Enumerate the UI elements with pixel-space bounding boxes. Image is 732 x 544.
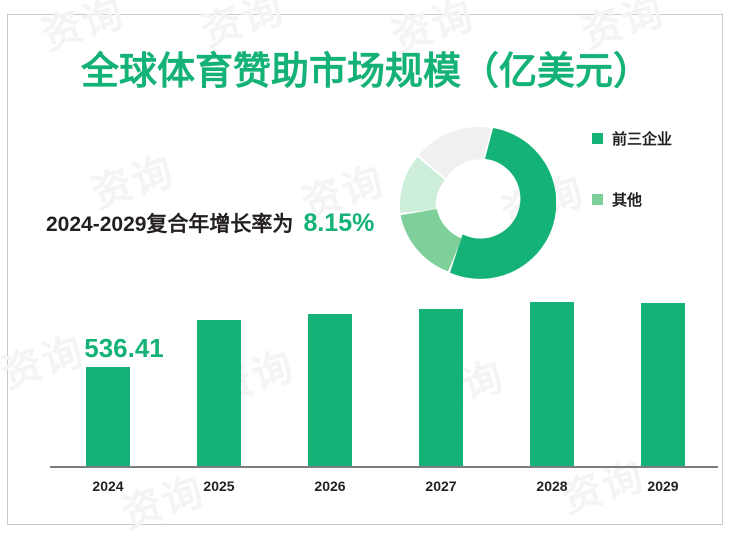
bar-2028[interactable] xyxy=(530,302,574,466)
cagr-label: 2024-2029复合年增长率为 xyxy=(46,213,294,236)
x-tick-label-2027: 2027 xyxy=(425,478,457,494)
donut-slice-other-1[interactable] xyxy=(400,208,462,272)
bar-2025[interactable] xyxy=(197,320,241,466)
donut-slice-other-2[interactable] xyxy=(399,157,445,213)
chart-legend: 前三企业 其他 xyxy=(592,128,722,250)
legend-swatch-icon xyxy=(592,133,603,144)
bar-2027[interactable] xyxy=(419,309,463,466)
bar-2026[interactable] xyxy=(308,314,352,466)
x-tick-label-2028: 2028 xyxy=(536,478,568,494)
x-tick-label-2026: 2026 xyxy=(314,478,346,494)
bar-2029[interactable] xyxy=(641,303,685,466)
legend-item-label: 其他 xyxy=(612,192,643,209)
donut-slice-other-3[interactable] xyxy=(418,127,492,179)
donut-chart xyxy=(396,122,557,282)
x-tick-label-2024: 2024 xyxy=(92,478,124,494)
x-axis-line xyxy=(50,466,718,468)
bar-value-label: 536.41 xyxy=(84,333,164,363)
bar-2024[interactable] xyxy=(86,367,130,466)
donut-slice-top-three[interactable] xyxy=(449,127,557,279)
legend-item-label: 前三企业 xyxy=(612,131,673,148)
cagr-value: 8.15% xyxy=(303,209,375,237)
cagr-annotation: 2024-2029复合年增长率为 8.15% xyxy=(46,208,374,238)
legend-item-top-three[interactable]: 前三企业 xyxy=(592,128,722,149)
x-tick-label-2025: 2025 xyxy=(203,478,235,494)
donut-svg xyxy=(399,127,557,279)
legend-swatch-icon xyxy=(592,194,603,205)
x-tick-label-2029: 2029 xyxy=(647,478,679,494)
page-title: 全球体育赞助市场规模（亿美元） xyxy=(80,51,651,93)
chart-border xyxy=(7,14,723,525)
legend-item-other[interactable]: 其他 xyxy=(592,189,722,210)
